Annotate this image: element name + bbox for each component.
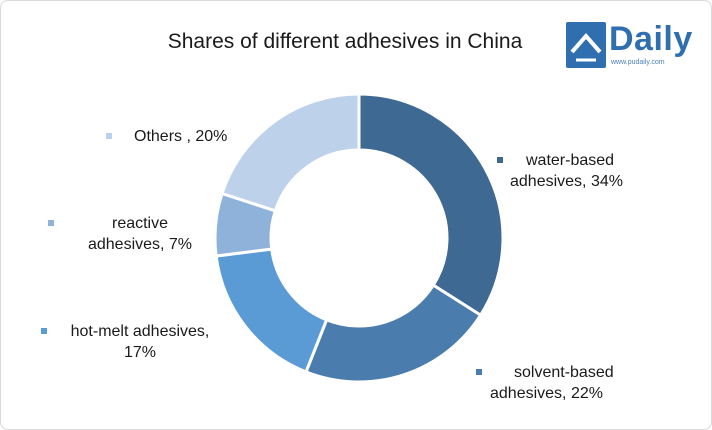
label-solvent-line1: solvent-based <box>514 364 614 381</box>
label-hotmelt-line1: hot-melt adhesives, <box>70 323 210 340</box>
label-hotmelt-line2: 17% <box>123 344 157 361</box>
chart-title: Shares of different adhesives in China <box>167 30 523 53</box>
label-reactive-line1: reactive <box>111 215 169 232</box>
legend-marker-solvent-based <box>476 369 482 375</box>
donut-slice-solvent-based <box>304 283 483 384</box>
label-solvent-based: solvent-based adhesives, 22% <box>476 362 614 404</box>
logo-wordmark: Daily <box>609 20 693 58</box>
label-water-line1: water-based <box>526 152 615 169</box>
brand-logo: Daily www.pudaily.com <box>566 20 696 70</box>
label-solvent-line2: adhesives, 22% <box>490 385 603 402</box>
donut-slice-water-based <box>357 92 505 318</box>
label-reactive-line2: adhesives, 7% <box>87 236 193 253</box>
label-water-based: water-based adhesives, 34% <box>497 150 623 192</box>
label-water-line2: adhesives, 34% <box>510 173 623 190</box>
legend-marker-hot-melt <box>41 328 47 334</box>
pudaily-logo-icon <box>566 22 606 68</box>
logo-url: www.pudaily.com <box>611 59 665 66</box>
label-others: Others , 20% <box>106 126 228 147</box>
legend-marker-reactive <box>48 220 54 226</box>
donut-slice-hot-melt <box>214 247 329 374</box>
label-others-line1: Others , 20% <box>134 128 228 145</box>
legend-marker-water-based <box>497 157 503 163</box>
legend-marker-others <box>106 133 112 139</box>
label-hot-melt: hot-melt adhesives, 17% <box>41 321 225 363</box>
label-reactive: reactive adhesives, 7% <box>48 213 210 255</box>
donut-slice-others <box>220 92 361 213</box>
